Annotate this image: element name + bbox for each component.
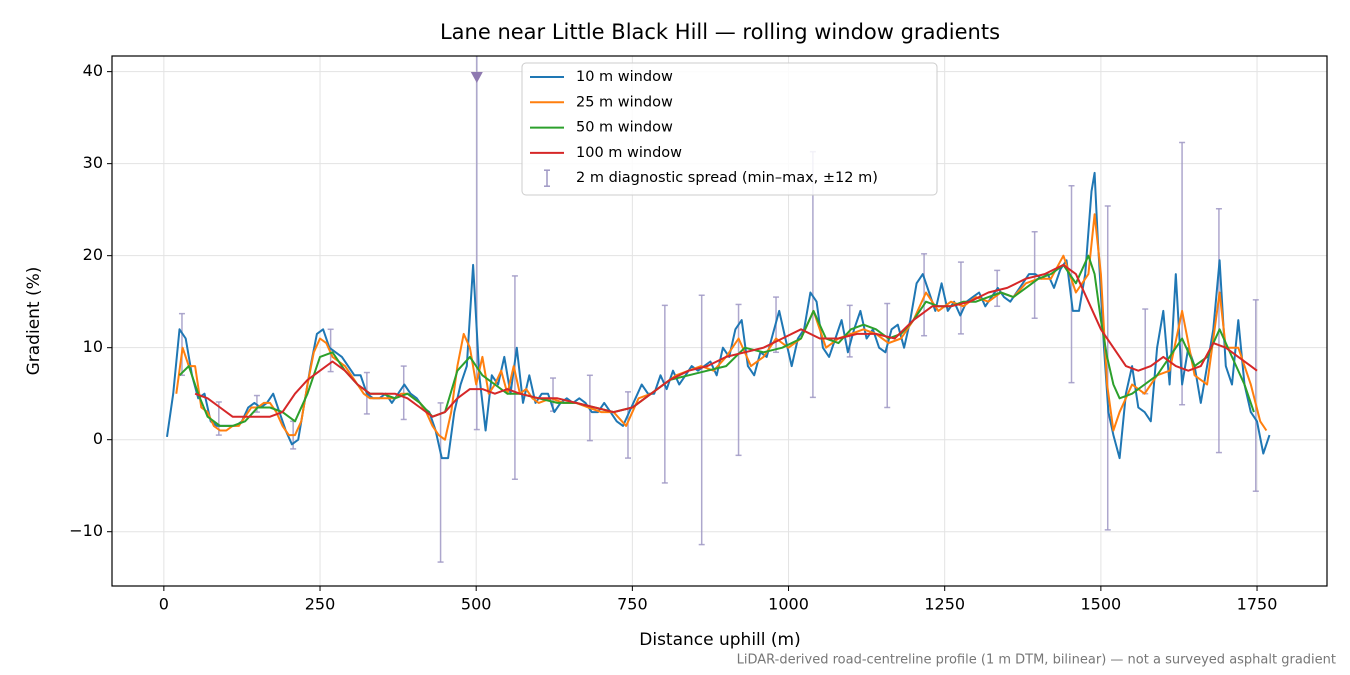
x-tick-label: 250 bbox=[305, 595, 336, 614]
error-bar bbox=[1104, 205, 1111, 531]
x-tick-label: 0 bbox=[159, 595, 169, 614]
error-bar bbox=[511, 275, 518, 481]
error-bar bbox=[1068, 184, 1075, 384]
y-axis-label: Gradient (%) bbox=[24, 267, 44, 376]
chart-title: Lane near Little Black Hill — rolling wi… bbox=[440, 20, 1000, 44]
y-tick-label: 10 bbox=[83, 337, 103, 356]
plot-frame bbox=[111, 55, 1328, 587]
y-tick-label: 30 bbox=[83, 153, 103, 172]
error-bar bbox=[698, 294, 705, 546]
error-bar bbox=[1252, 299, 1259, 492]
x-tick-label: 500 bbox=[461, 595, 492, 614]
legend-label: 50 m window bbox=[576, 120, 673, 136]
x-axis-label: Distance uphill (m) bbox=[639, 630, 800, 650]
y-tick-label: 40 bbox=[83, 61, 103, 80]
y-tick-label: 0 bbox=[93, 429, 103, 448]
series-line bbox=[166, 171, 1271, 460]
error-bar bbox=[735, 303, 742, 457]
legend-label: 10 m window bbox=[576, 69, 673, 85]
x-tick-label: 1500 bbox=[1081, 595, 1122, 614]
legend-label: 25 m window bbox=[576, 94, 673, 110]
y-tick-label: −10 bbox=[69, 521, 103, 540]
footnote: LiDAR-derived road-centreline profile (1… bbox=[737, 653, 1336, 668]
x-tick-label: 750 bbox=[617, 595, 648, 614]
error-bar bbox=[957, 261, 964, 335]
clip-marker bbox=[470, 72, 483, 83]
error-bar bbox=[437, 402, 444, 563]
error-bar bbox=[624, 391, 631, 459]
legend-label: 2 m diagnostic spread (min–max, ±12 m) bbox=[576, 170, 878, 186]
error-bar bbox=[661, 304, 668, 484]
x-tick-label: 1750 bbox=[1237, 595, 1278, 614]
error-bar bbox=[1179, 141, 1186, 406]
series-line bbox=[194, 263, 1258, 418]
x-tick-label: 1250 bbox=[924, 595, 965, 614]
error-bar bbox=[884, 302, 891, 409]
legend-box bbox=[521, 62, 938, 196]
legend-label: 100 m window bbox=[576, 145, 682, 161]
y-tick-label: 20 bbox=[83, 245, 103, 264]
x-tick-label: 1000 bbox=[768, 595, 809, 614]
